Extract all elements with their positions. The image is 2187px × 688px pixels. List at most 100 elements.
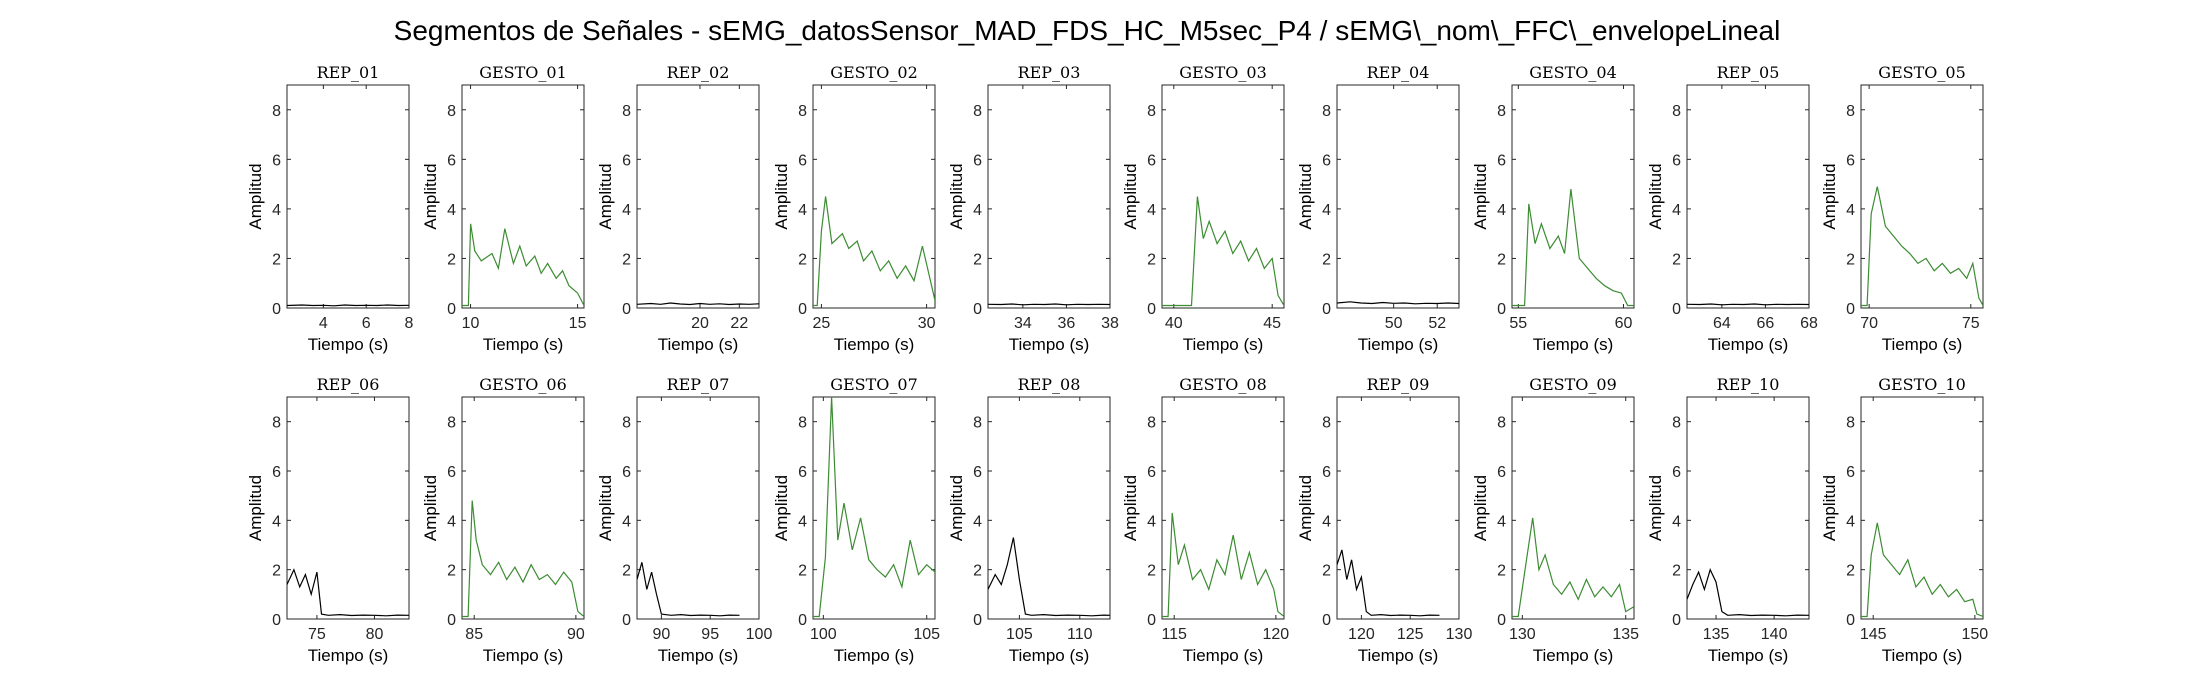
subplot-title: GESTO_04 — [1529, 63, 1617, 82]
signal-line — [813, 397, 935, 618]
y-tick-label: 0 — [1497, 301, 1506, 318]
x-tick-label: 85 — [465, 626, 483, 643]
y-axis-label: Amplitud — [1296, 475, 1315, 541]
y-tick-label: 0 — [1147, 612, 1156, 629]
subplot-title: REP_03 — [1018, 63, 1081, 82]
x-axis-label: Tiempo (s) — [658, 646, 739, 665]
x-tick-label: 125 — [1397, 626, 1424, 643]
x-tick-label: 68 — [1800, 315, 1818, 332]
x-tick-label: 34 — [1014, 315, 1032, 332]
x-tick-label: 6 — [362, 315, 371, 332]
x-axis-label: Tiempo (s) — [1183, 335, 1264, 354]
y-tick-label: 0 — [272, 612, 281, 629]
y-axis-label: Amplitud — [772, 163, 791, 229]
subplot-gesto-08: GESTO_08 0 2 4 6 8 115 120 Tiempo (s) Amplitud — [1121, 375, 1289, 665]
y-tick-label: 8 — [973, 103, 982, 120]
y-tick-label: 8 — [1497, 415, 1506, 432]
y-tick-label: 4 — [1846, 513, 1855, 530]
y-tick-label: 8 — [1846, 415, 1855, 432]
axes-box — [987, 84, 1111, 309]
y-tick-label: 6 — [1322, 464, 1331, 481]
axes-box — [1336, 84, 1460, 309]
signal-line — [1337, 301, 1459, 305]
y-tick-label: 6 — [973, 464, 982, 481]
y-tick-label: 6 — [272, 152, 281, 169]
subplot-title: GESTO_01 — [479, 63, 567, 82]
signal-line — [1861, 522, 1983, 618]
y-tick-label: 6 — [1497, 152, 1506, 169]
subplot-title: REP_06 — [317, 375, 380, 394]
x-tick-label: 22 — [730, 315, 748, 332]
y-axis-label: Amplitud — [1820, 475, 1839, 541]
y-axis-label: Amplitud — [1471, 475, 1490, 541]
signal-line — [1687, 568, 1809, 617]
subplot-gesto-07: GESTO_07 0 2 4 6 8 100 105 Tiempo (s) Amplitud — [772, 375, 940, 665]
y-tick-label: 6 — [798, 464, 807, 481]
y-tick-label: 0 — [1497, 612, 1506, 629]
x-tick-label: 45 — [1263, 315, 1281, 332]
x-tick-label: 25 — [813, 315, 831, 332]
subplot-rep-04: REP_04 0 2 4 6 8 50 52 Tiempo (s) Amplitud — [1296, 63, 1460, 354]
y-tick-label: 8 — [447, 415, 456, 432]
subplot-rep-10: REP_10 0 2 4 6 8 135 140 Tiempo (s) Amplitud — [1646, 375, 1810, 665]
signal-line — [462, 223, 584, 307]
x-tick-label: 130 — [1446, 626, 1473, 643]
x-tick-label: 8 — [405, 315, 414, 332]
y-tick-label: 6 — [1497, 464, 1506, 481]
subplot-gesto-09: GESTO_09 0 2 4 6 8 130 135 Tiempo (s) Amplitud — [1471, 375, 1639, 665]
x-tick-label: 135 — [1612, 626, 1639, 643]
y-axis-label: Amplitud — [1296, 163, 1315, 229]
x-axis-label: Tiempo (s) — [658, 335, 739, 354]
x-tick-label: 110 — [1067, 626, 1093, 643]
x-tick-label: 90 — [653, 626, 671, 643]
y-tick-label: 6 — [1846, 464, 1855, 481]
x-tick-label: 105 — [1006, 626, 1033, 643]
x-tick-label: 145 — [1860, 626, 1887, 643]
axes-box — [812, 84, 936, 309]
x-tick-label: 66 — [1757, 315, 1775, 332]
axes-box — [1511, 84, 1635, 309]
x-axis-label: Tiempo (s) — [1009, 335, 1090, 354]
subplot-title: GESTO_03 — [1179, 63, 1267, 82]
y-tick-label: 4 — [1147, 202, 1156, 219]
y-axis-label: Amplitud — [772, 475, 791, 541]
y-tick-label: 4 — [622, 202, 631, 219]
y-axis-label: Amplitud — [421, 163, 440, 229]
y-tick-label: 4 — [973, 513, 982, 530]
x-tick-label: 115 — [1161, 626, 1187, 643]
y-tick-label: 0 — [1672, 612, 1681, 629]
y-tick-label: 4 — [447, 513, 456, 530]
x-axis-label: Tiempo (s) — [1358, 646, 1439, 665]
y-axis-label: Amplitud — [596, 163, 615, 229]
y-tick-label: 6 — [1322, 152, 1331, 169]
subplot-title: GESTO_09 — [1529, 375, 1617, 394]
y-tick-label: 4 — [1322, 513, 1331, 530]
y-tick-label: 2 — [1846, 563, 1855, 580]
y-tick-label: 6 — [447, 464, 456, 481]
y-axis-label: Amplitud — [1646, 163, 1665, 229]
y-tick-label: 4 — [622, 513, 631, 530]
y-tick-label: 2 — [622, 251, 631, 268]
x-tick-label: 75 — [308, 626, 326, 643]
x-axis-label: Tiempo (s) — [1009, 646, 1090, 665]
y-tick-label: 2 — [1497, 563, 1506, 580]
y-tick-label: 6 — [1147, 464, 1156, 481]
y-tick-label: 6 — [1846, 152, 1855, 169]
signal-line — [1162, 196, 1284, 307]
signal-line — [1512, 189, 1634, 307]
y-tick-label: 2 — [798, 251, 807, 268]
subplot-rep-03: REP_03 0 2 4 6 8 34 36 38 Tiempo (s) Amplitud — [947, 63, 1119, 354]
y-tick-label: 2 — [1147, 251, 1156, 268]
axes-box — [987, 396, 1111, 620]
subplot-rep-07: REP_07 0 2 4 6 8 90 95 100 Tiempo (s) Amplitud — [596, 375, 772, 665]
signal-line — [637, 562, 740, 617]
signal-line — [1512, 517, 1634, 618]
y-tick-label: 4 — [1497, 202, 1506, 219]
y-tick-label: 6 — [973, 152, 982, 169]
y-tick-label: 0 — [447, 301, 456, 318]
subplot-rep-06: REP_06 0 2 4 6 8 75 80 Tiempo (s) Amplitud — [246, 375, 410, 665]
x-tick-label: 105 — [913, 626, 940, 643]
y-axis-label: Amplitud — [1121, 163, 1140, 229]
